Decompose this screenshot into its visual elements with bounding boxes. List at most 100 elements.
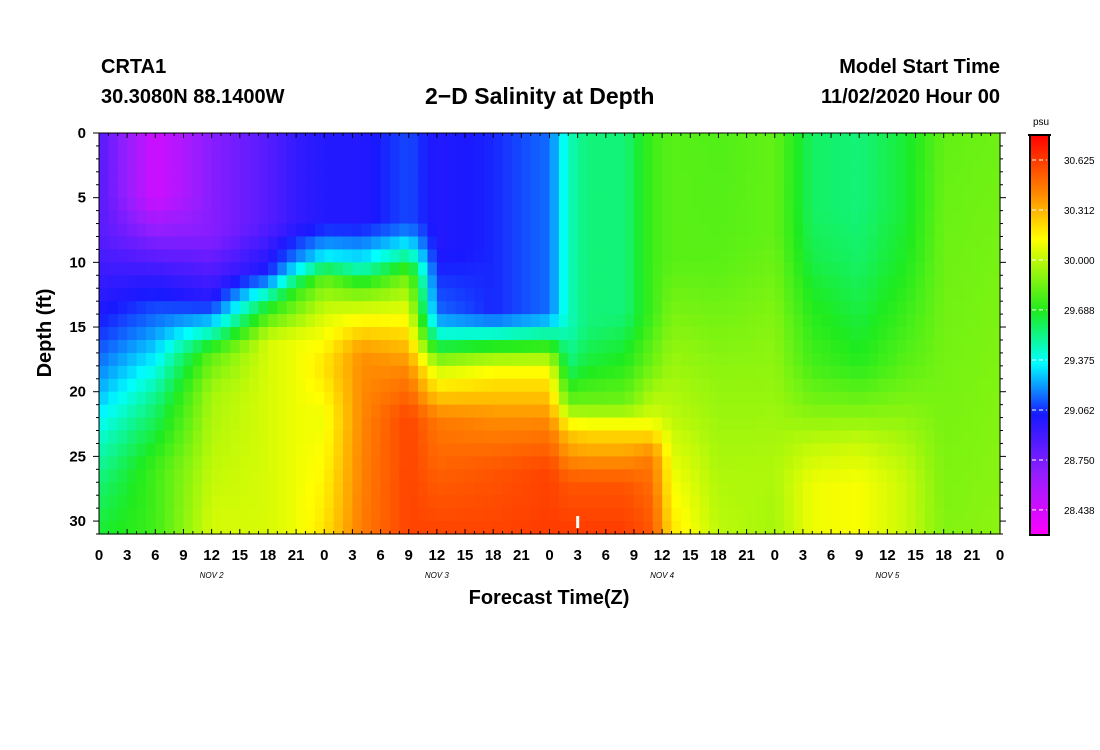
heat-cell	[324, 236, 335, 251]
heat-cell	[812, 223, 823, 238]
heat-cell	[333, 288, 344, 302]
heat-cell	[887, 404, 898, 419]
heat-cell	[399, 171, 410, 186]
heat-cell	[652, 327, 663, 341]
heat-cell	[896, 288, 907, 302]
heat-cell	[465, 249, 476, 263]
heat-cell	[277, 223, 288, 238]
heat-cell	[821, 339, 832, 354]
heat-cell	[859, 184, 870, 199]
heat-cell	[981, 430, 992, 445]
heat-cell	[990, 469, 1001, 483]
heat-cell	[718, 417, 729, 432]
heat-cell	[239, 223, 250, 238]
heat-cell	[643, 171, 654, 186]
heat-cell	[934, 365, 945, 380]
heat-cell	[821, 352, 832, 367]
heat-cell	[906, 456, 917, 470]
heat-cell	[802, 482, 813, 496]
heat-cell	[877, 184, 888, 199]
heat-cell	[887, 223, 898, 238]
heat-cell	[211, 171, 222, 186]
heat-cell	[493, 378, 504, 393]
heat-cell	[765, 288, 776, 302]
heat-cell	[202, 288, 213, 302]
heat-cell	[793, 508, 804, 522]
heat-cell	[183, 443, 194, 457]
heat-cell	[314, 288, 325, 302]
heat-cell	[671, 133, 682, 147]
heat-cell	[558, 133, 569, 147]
heat-cell	[587, 249, 598, 263]
heat-cell	[624, 133, 635, 147]
heat-cell	[249, 430, 260, 445]
heat-cell	[596, 443, 607, 457]
heat-cell	[558, 210, 569, 225]
heat-cell	[924, 288, 935, 302]
heat-cell	[971, 145, 982, 160]
heat-cell	[558, 469, 569, 483]
heat-cell	[343, 521, 354, 535]
heat-cell	[549, 236, 560, 251]
heat-cell	[164, 456, 175, 470]
heat-cell	[906, 378, 917, 393]
heat-cell	[511, 327, 522, 341]
heat-cell	[371, 158, 382, 173]
y-tick-label: 10	[69, 254, 86, 271]
heat-cell	[662, 288, 673, 302]
x-tick-label: 18	[710, 547, 727, 564]
heat-cell	[324, 391, 335, 406]
heat-cell	[887, 301, 898, 315]
heat-cell	[680, 301, 691, 315]
heat-cell	[267, 197, 278, 212]
heat-cell	[99, 404, 109, 419]
heat-cell	[943, 378, 954, 393]
heat-cell	[174, 365, 185, 380]
heat-cell	[249, 443, 260, 457]
heat-cell	[962, 352, 973, 367]
heat-cell	[755, 275, 766, 289]
heat-cell	[267, 210, 278, 225]
heat-cell	[737, 391, 748, 406]
heat-cell	[840, 456, 851, 470]
heat-cell	[587, 314, 598, 328]
heat-cell	[211, 495, 222, 509]
heat-cell	[934, 158, 945, 173]
heat-cell	[399, 352, 410, 367]
heat-cell	[615, 236, 626, 251]
heat-cell	[643, 249, 654, 263]
heat-cell	[371, 223, 382, 238]
heat-cell	[896, 469, 907, 483]
heat-cell	[784, 145, 795, 160]
heat-cell	[943, 391, 954, 406]
heat-cell	[906, 417, 917, 432]
heat-cell	[793, 469, 804, 483]
heat-cell	[840, 275, 851, 289]
heat-cell	[446, 417, 457, 432]
heat-cell	[436, 327, 447, 341]
heat-cell	[389, 391, 400, 406]
heat-cell	[277, 236, 288, 251]
heat-cell	[455, 365, 466, 380]
heat-cell	[474, 339, 485, 354]
heat-cell	[399, 262, 410, 276]
heat-cell	[840, 404, 851, 419]
heat-cell	[568, 327, 579, 341]
heat-cell	[868, 456, 879, 470]
heat-cell	[915, 145, 926, 160]
heat-cell	[361, 145, 372, 160]
heat-cell	[333, 378, 344, 393]
heat-cell	[324, 456, 335, 470]
heat-cell	[521, 262, 532, 276]
heat-cell	[418, 443, 429, 457]
heat-cell	[699, 482, 710, 496]
heat-cell	[774, 339, 785, 354]
heat-cell	[868, 430, 879, 445]
heat-cell	[577, 210, 588, 225]
heat-cell	[624, 158, 635, 173]
heat-cell	[587, 236, 598, 251]
heat-cell	[305, 223, 316, 238]
heat-cell	[671, 482, 682, 496]
heat-cell	[596, 339, 607, 354]
heat-cell	[840, 443, 851, 457]
